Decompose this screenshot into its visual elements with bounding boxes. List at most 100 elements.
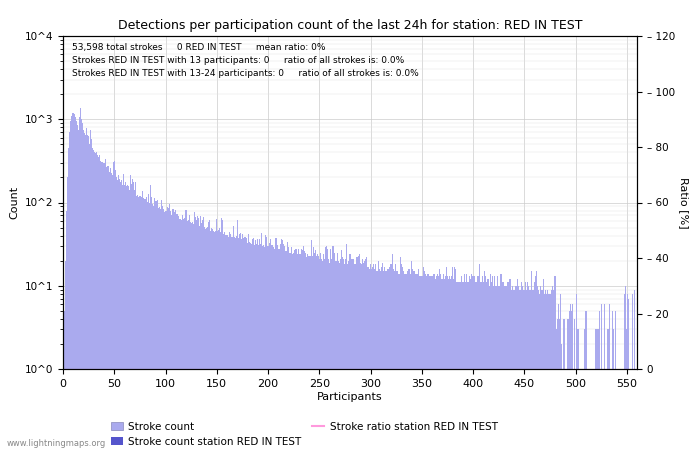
Bar	[483, 282, 484, 450]
Bar	[250, 243, 251, 450]
Bar	[413, 271, 414, 450]
Bar	[106, 166, 108, 450]
Bar	[627, 294, 629, 450]
Bar	[479, 265, 480, 450]
Bar	[326, 246, 327, 450]
Bar	[69, 132, 70, 450]
Bar	[116, 177, 117, 450]
Bar	[455, 269, 456, 450]
Bar	[358, 254, 360, 450]
Bar	[402, 271, 404, 450]
Bar	[227, 235, 228, 450]
Bar	[414, 271, 415, 450]
Bar	[283, 244, 284, 450]
Bar	[232, 226, 234, 450]
Bar	[263, 245, 265, 450]
Bar	[168, 208, 169, 450]
Bar	[313, 247, 314, 450]
Bar	[77, 125, 78, 450]
Bar	[468, 282, 470, 450]
Bar	[280, 244, 281, 450]
Bar	[117, 180, 118, 450]
Bar	[203, 217, 204, 450]
Bar	[625, 286, 626, 450]
Bar	[220, 232, 221, 450]
Bar	[448, 279, 449, 450]
Bar	[171, 215, 172, 450]
Bar	[238, 238, 239, 450]
Bar	[496, 286, 497, 450]
Text: www.lightningmaps.org: www.lightningmaps.org	[7, 438, 106, 447]
Bar	[290, 252, 291, 450]
Bar	[368, 266, 369, 450]
Bar	[286, 251, 287, 450]
Bar	[531, 271, 532, 450]
Bar	[246, 238, 247, 450]
Bar	[421, 276, 422, 450]
Bar	[251, 244, 252, 450]
Bar	[503, 282, 504, 450]
Bar	[409, 269, 410, 450]
Bar	[366, 257, 367, 450]
Bar	[365, 259, 366, 450]
Bar	[415, 274, 416, 450]
Bar	[257, 239, 258, 450]
Bar	[80, 108, 81, 450]
Bar	[632, 294, 634, 450]
Bar	[321, 259, 322, 450]
Bar	[449, 276, 450, 450]
Bar	[234, 238, 236, 450]
Bar	[230, 238, 232, 450]
Bar	[202, 220, 203, 450]
Bar	[329, 262, 330, 450]
Bar	[370, 265, 371, 450]
Bar	[205, 229, 206, 450]
Bar	[314, 250, 316, 450]
Bar	[376, 271, 377, 450]
Bar	[127, 185, 128, 450]
Bar	[521, 282, 522, 450]
Bar	[172, 209, 173, 450]
Bar	[416, 274, 417, 450]
Bar	[248, 234, 249, 450]
Bar	[466, 274, 468, 450]
Bar	[634, 289, 636, 450]
Bar	[85, 135, 86, 450]
Bar	[335, 261, 336, 450]
Bar	[386, 271, 387, 450]
Bar	[387, 269, 388, 450]
Bar	[545, 289, 546, 450]
Bar	[216, 219, 217, 450]
Bar	[188, 216, 190, 450]
Bar	[453, 279, 454, 450]
Bar	[178, 216, 179, 450]
Bar	[546, 294, 547, 450]
Bar	[74, 114, 75, 450]
Bar	[393, 271, 395, 450]
Bar	[506, 286, 507, 450]
Bar	[559, 294, 561, 450]
Bar	[556, 329, 557, 450]
Bar	[543, 279, 544, 450]
Bar	[153, 206, 154, 450]
Bar	[435, 276, 437, 450]
Bar	[157, 200, 158, 450]
Bar	[525, 282, 526, 450]
Bar	[517, 286, 519, 450]
Bar	[607, 329, 608, 450]
Bar	[446, 266, 447, 450]
Bar	[424, 271, 426, 450]
Bar	[400, 265, 402, 450]
Bar	[318, 259, 320, 450]
Bar	[535, 276, 536, 450]
Bar	[426, 276, 428, 450]
Bar	[86, 128, 87, 450]
Bar	[462, 282, 463, 450]
Bar	[324, 259, 325, 450]
Bar	[340, 259, 342, 450]
Bar	[533, 289, 534, 450]
Bar	[493, 286, 494, 450]
Bar	[355, 265, 356, 450]
Bar	[459, 282, 460, 450]
Bar	[484, 271, 485, 450]
